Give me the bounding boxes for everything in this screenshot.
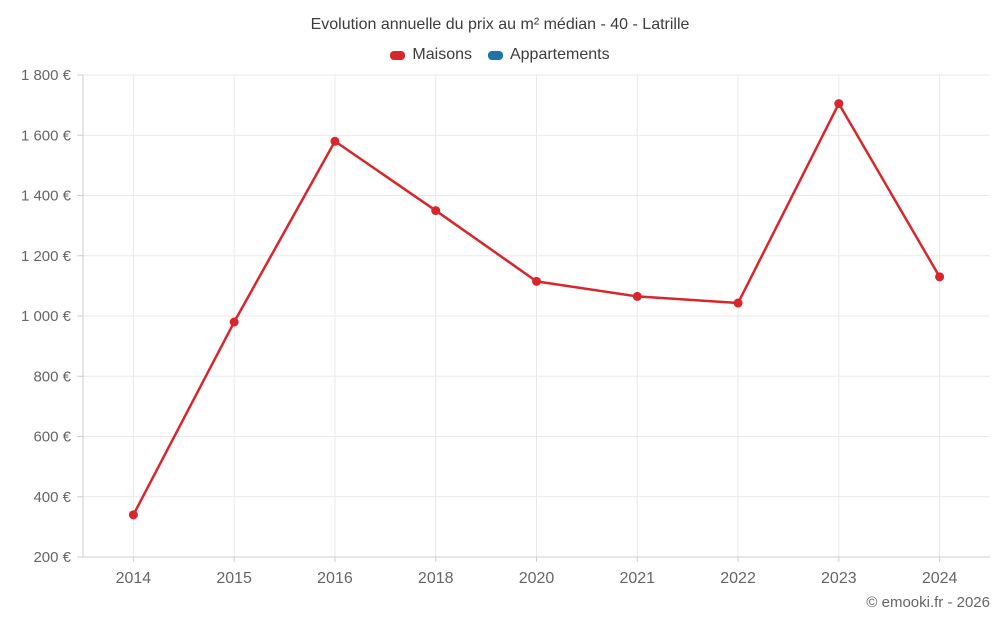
x-tick-label: 2024	[922, 570, 958, 587]
y-tick-label: 1 400 €	[21, 188, 72, 205]
legend-item-maisons[interactable]: Maisons	[390, 46, 472, 64]
x-tick-label: 2020	[519, 570, 555, 587]
x-tick-label: 2022	[720, 570, 756, 587]
x-tick-label: 2014	[116, 570, 152, 587]
x-tick-label: 2023	[821, 570, 857, 587]
maisons-point-2021[interactable]	[632, 291, 642, 301]
appartements-swatch-icon	[487, 50, 503, 60]
y-tick-label: 1 600 €	[21, 127, 72, 144]
legend: Maisons Appartements	[0, 46, 1000, 64]
y-tick-label: 1 000 €	[21, 308, 72, 325]
y-tick-label: 200 €	[33, 549, 71, 566]
maisons-point-2015[interactable]	[229, 317, 239, 327]
y-tick-label: 600 €	[33, 429, 71, 446]
y-tick-label: 1 800 €	[21, 67, 72, 84]
y-tick-label: 800 €	[33, 368, 71, 385]
maisons-point-2014[interactable]	[128, 510, 138, 520]
ticks	[77, 74, 941, 562]
y-tick-label: 400 €	[33, 489, 71, 506]
legend-label-appartements: Appartements	[509, 46, 610, 63]
x-tick-labels: 2014 2015 2016 2018 2020 2021 2022 2023 2024	[116, 570, 958, 587]
chart-title: Evolution annuelle du prix au m² médian …	[310, 16, 690, 33]
maisons-swatch-icon	[390, 50, 406, 60]
y-tick-labels: 200 € 400 € 600 € 800 € 1 000 € 1 200 € 1 400 …	[21, 67, 72, 566]
y-tick-label: 1 200 €	[21, 248, 72, 265]
maisons-point-2022[interactable]	[733, 298, 743, 308]
maisons-point-2020[interactable]	[532, 276, 541, 286]
x-tick-label: 2021	[619, 570, 655, 587]
maisons-point-2018[interactable]	[431, 206, 441, 216]
x-tick-label: 2016	[317, 570, 353, 587]
legend-label-maisons: Maisons	[412, 46, 472, 63]
maisons-point-2023[interactable]	[834, 99, 844, 109]
x-tick-label: 2018	[418, 570, 454, 587]
maisons-point-2016[interactable]	[330, 136, 340, 146]
series-maisons	[128, 99, 945, 520]
legend-item-appartements[interactable]: Appartements	[487, 46, 610, 64]
maisons-point-2024[interactable]	[935, 272, 945, 282]
x-gridlines	[132, 75, 941, 557]
x-tick-label: 2015	[216, 570, 252, 587]
copyright-text: © emooki.fr - 2026	[866, 594, 990, 611]
